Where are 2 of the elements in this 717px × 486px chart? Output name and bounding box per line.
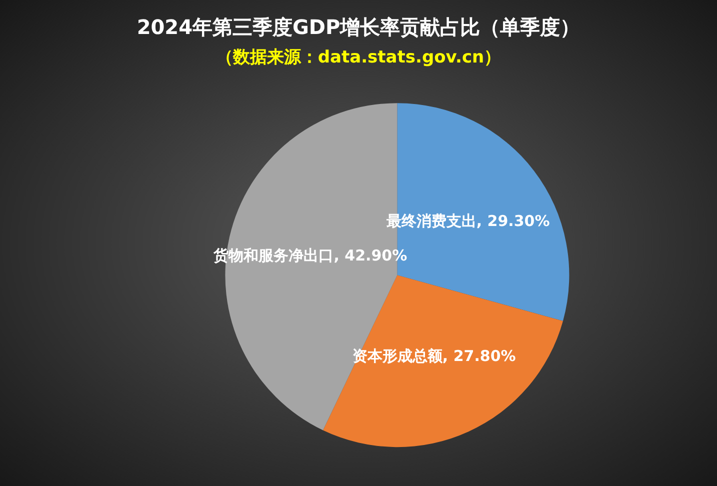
- chart-title: 2024年第三季度GDP增长率贡献占比（单季度）: [136, 15, 580, 39]
- chart-subtitle: （数据来源：data.stats.gov.cn）: [216, 48, 502, 68]
